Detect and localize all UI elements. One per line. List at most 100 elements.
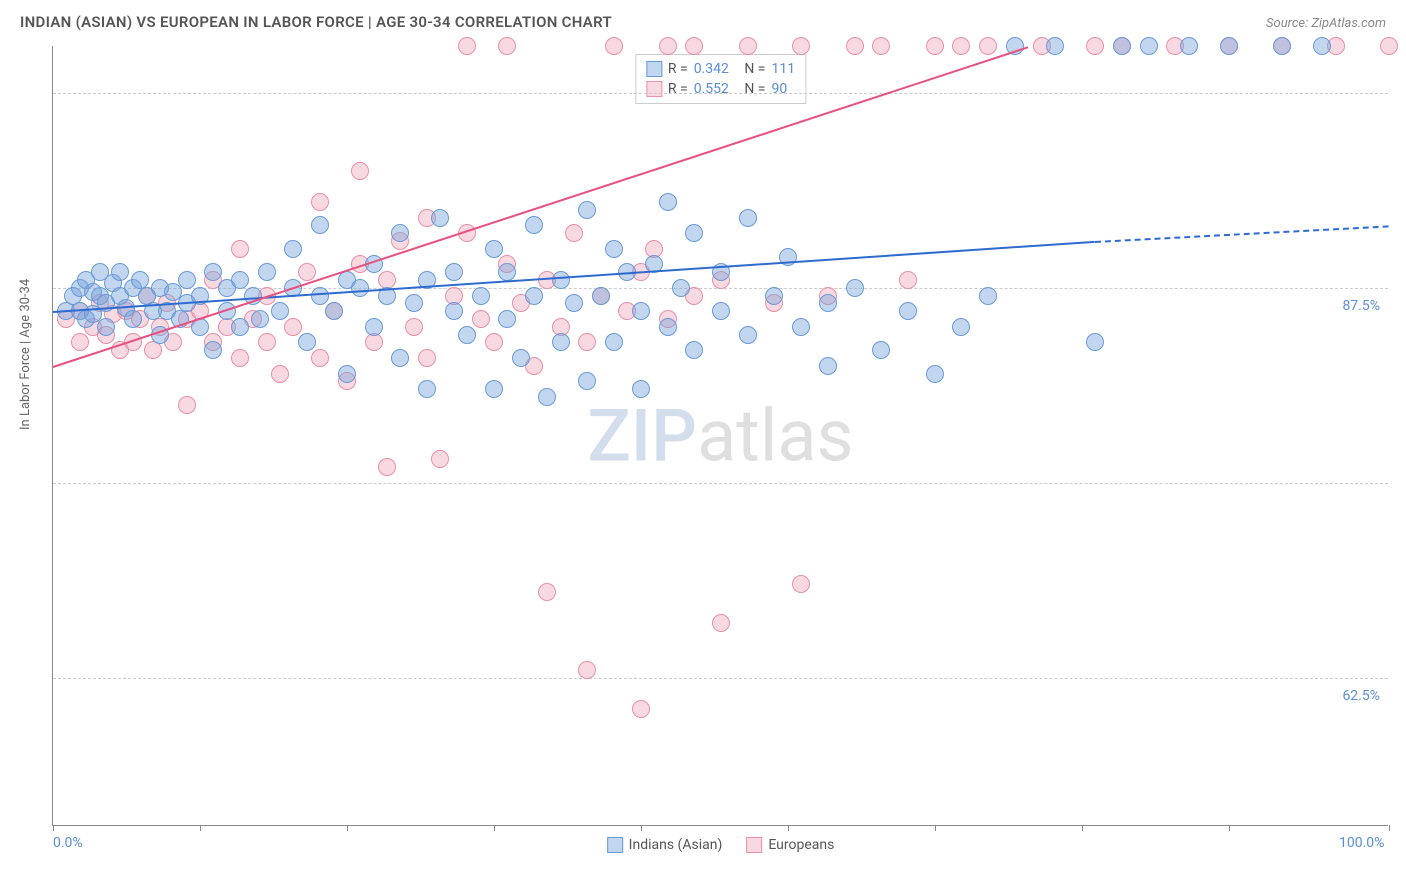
data-point — [231, 271, 249, 289]
data-point — [1180, 37, 1198, 55]
data-point — [926, 37, 944, 55]
legend-row-indians: R = 0.342 N = 111 — [646, 59, 795, 79]
grid-line — [53, 93, 1388, 94]
data-point — [231, 349, 249, 367]
source-name: ZipAtlas.com — [1311, 16, 1386, 31]
data-point — [512, 349, 530, 367]
scatter-chart: ZIPatlas R = 0.342 N = 111 R = 0.552 N =… — [52, 46, 1388, 826]
legend-row-europeans: R = 0.552 N = 90 — [646, 79, 795, 99]
watermark-zip: ZIP — [587, 393, 697, 478]
data-point — [351, 162, 369, 180]
y-tick-label: 62.5% — [1342, 688, 1380, 704]
x-tick — [788, 825, 789, 831]
data-point — [1086, 333, 1104, 351]
data-point — [952, 37, 970, 55]
data-point — [431, 450, 449, 468]
grid-line — [53, 678, 1388, 679]
data-point — [592, 287, 610, 305]
data-point — [792, 575, 810, 593]
data-point — [378, 458, 396, 476]
data-point — [258, 333, 276, 351]
data-point — [178, 271, 196, 289]
data-point — [365, 318, 383, 336]
x-tick-label: 0.0% — [53, 835, 83, 851]
data-point — [271, 365, 289, 383]
n-label: N = — [744, 61, 765, 77]
data-point — [846, 37, 864, 55]
x-tick — [53, 825, 54, 831]
data-point — [405, 294, 423, 312]
data-point — [311, 349, 329, 367]
data-point — [231, 318, 249, 336]
data-point — [819, 294, 837, 312]
data-point — [685, 341, 703, 359]
data-point — [792, 318, 810, 336]
data-point — [525, 216, 543, 234]
data-point — [405, 318, 423, 336]
data-point — [552, 333, 570, 351]
x-tick — [200, 825, 201, 831]
data-point — [338, 365, 356, 383]
bottom-label-indians: Indians (Asian) — [629, 837, 723, 853]
data-point — [458, 37, 476, 55]
data-point — [605, 240, 623, 258]
data-point — [391, 349, 409, 367]
legend-stats-box: R = 0.342 N = 111 R = 0.552 N = 90 — [635, 54, 806, 104]
data-point — [538, 583, 556, 601]
trend-line-dashed — [1095, 225, 1389, 243]
data-point — [431, 209, 449, 227]
x-tick — [1229, 825, 1230, 831]
data-point — [578, 372, 596, 390]
data-point — [846, 279, 864, 297]
data-point — [204, 341, 222, 359]
n-value-europeans: 90 — [772, 81, 788, 97]
data-point — [351, 279, 369, 297]
data-point — [1273, 37, 1291, 55]
data-point — [418, 349, 436, 367]
data-point — [1086, 37, 1104, 55]
data-point — [765, 287, 783, 305]
n-label: N = — [744, 81, 765, 97]
data-point — [1313, 37, 1331, 55]
chart-title: INDIAN (ASIAN) VS EUROPEAN IN LABOR FORC… — [20, 13, 612, 31]
r-label: R = — [668, 61, 688, 77]
data-point — [458, 326, 476, 344]
data-point — [111, 263, 129, 281]
data-point — [739, 326, 757, 344]
y-axis-label: In Labor Force | Age 30-34 — [18, 279, 33, 430]
watermark-atlas: atlas — [697, 393, 854, 478]
data-point — [792, 37, 810, 55]
data-point — [311, 287, 329, 305]
x-tick — [641, 825, 642, 831]
data-point — [632, 302, 650, 320]
data-point — [298, 333, 316, 351]
x-tick — [494, 825, 495, 831]
bottom-legend: Indians (Asian) Europeans — [607, 837, 835, 853]
data-point — [365, 333, 383, 351]
bottom-legend-europeans: Europeans — [746, 837, 834, 853]
data-point — [97, 318, 115, 336]
data-point — [71, 333, 89, 351]
data-point — [144, 341, 162, 359]
data-point — [872, 341, 890, 359]
data-point — [979, 37, 997, 55]
data-point — [565, 224, 583, 242]
data-point — [485, 380, 503, 398]
r-value-europeans: 0.552 — [694, 81, 729, 97]
data-point — [325, 302, 343, 320]
x-tick — [935, 825, 936, 831]
n-value-indians: 111 — [772, 61, 796, 77]
trend-line — [53, 46, 1029, 368]
data-point — [578, 333, 596, 351]
grid-line — [53, 483, 1388, 484]
r-label: R = — [668, 81, 688, 97]
source-label: Source: — [1266, 16, 1311, 31]
data-point — [1046, 37, 1064, 55]
data-point — [178, 396, 196, 414]
data-point — [538, 388, 556, 406]
data-point — [498, 37, 516, 55]
data-point — [311, 193, 329, 211]
data-point — [659, 193, 677, 211]
data-point — [485, 333, 503, 351]
data-point — [391, 224, 409, 242]
